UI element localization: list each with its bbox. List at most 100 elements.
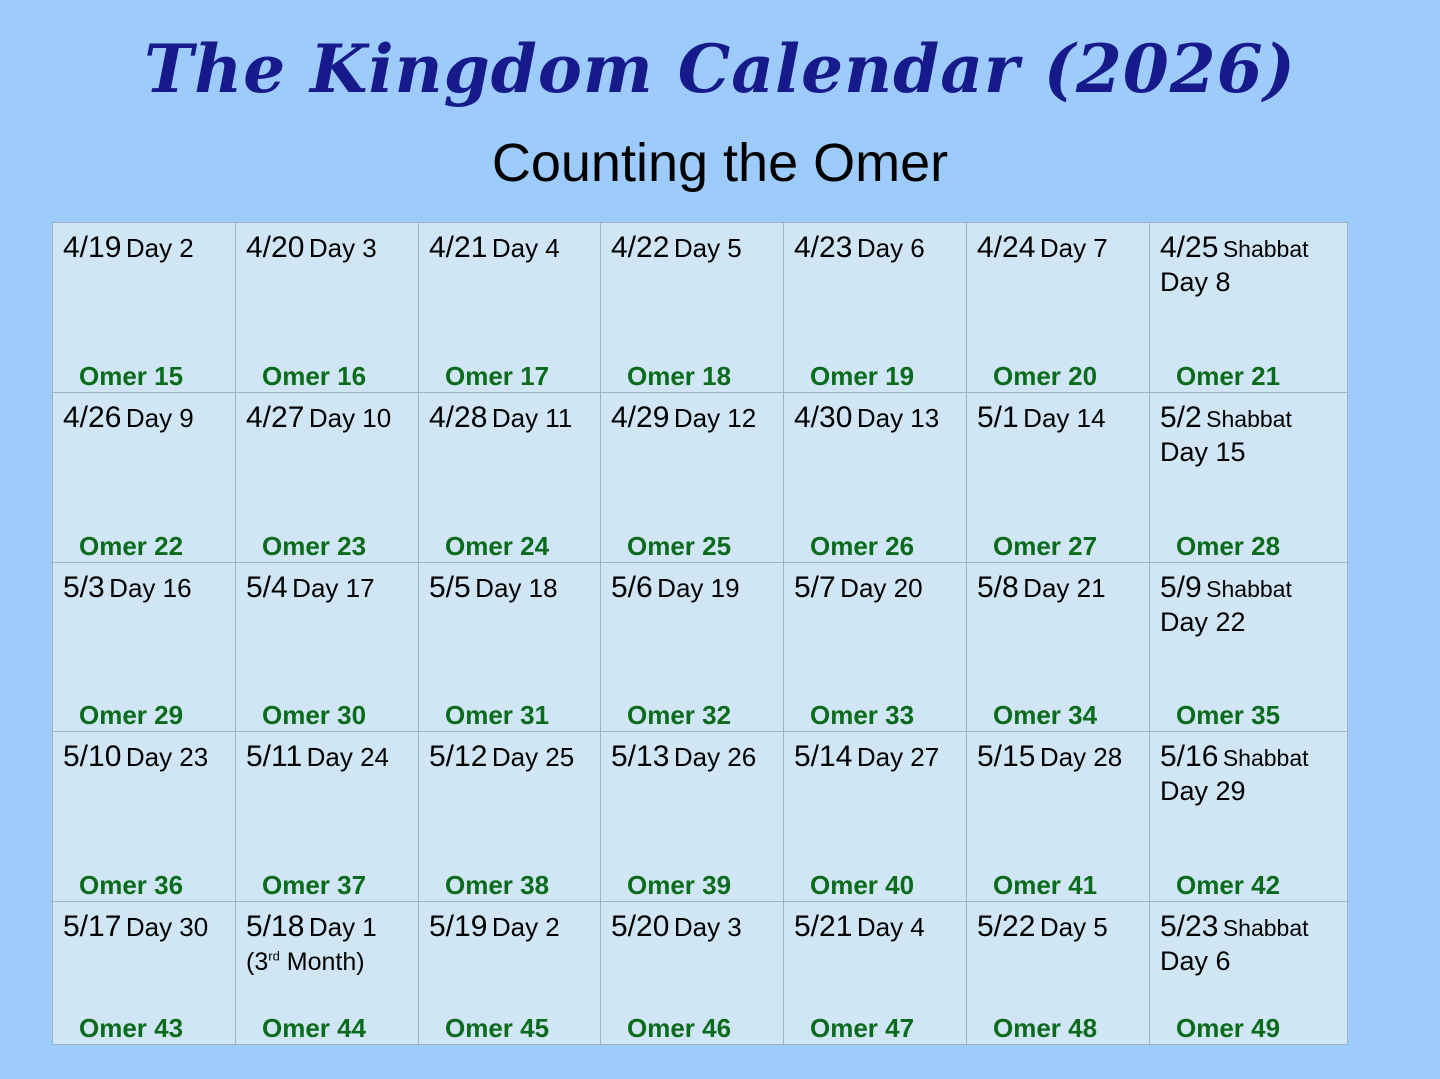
cell-day: Day 10: [308, 403, 392, 433]
cell-date: 5/6: [611, 571, 653, 604]
cell-day: Day 4: [856, 912, 925, 942]
calendar-cell: 5/4 Day 17 Omer 30: [236, 563, 419, 732]
cell-date: 4/21: [429, 231, 488, 264]
calendar-cell: 4/26 Day 9 Omer 22: [53, 393, 236, 563]
cell-date: 4/26: [63, 401, 122, 434]
cell-date: 5/19: [429, 910, 488, 943]
cell-date: 4/20: [246, 231, 305, 264]
cell-day: Day 26: [673, 742, 757, 772]
calendar-cell: 5/12 Day 25 Omer 38: [419, 732, 601, 902]
omer-count: Omer 45: [445, 1013, 550, 1043]
omer-count: Omer 33: [810, 700, 915, 730]
cell-date: 5/8: [977, 571, 1019, 604]
calendar-cell: 5/17 Day 30 Omer 43: [53, 902, 236, 1045]
cell-day: Day 4: [491, 233, 560, 263]
cell-date: 4/30: [794, 401, 853, 434]
cell-date: 4/19: [63, 231, 122, 264]
cell-date: 5/17: [63, 910, 122, 943]
cell-day: Day 16: [109, 573, 192, 603]
cell-date: 5/10: [63, 740, 122, 773]
calendar-cell: 5/23 Shabbat Day 6 Omer 49: [1150, 902, 1348, 1045]
omer-count: Omer 26: [810, 531, 915, 561]
calendar-cell: 5/1 Day 14 Omer 27: [967, 393, 1150, 563]
cell-day: Day 5: [1039, 912, 1108, 942]
omer-count: Omer 20: [993, 361, 1098, 391]
calendar-cell: 5/16 Shabbat Day 29 Omer 42: [1150, 732, 1348, 902]
calendar-cell: 4/30 Day 13 Omer 26: [784, 393, 967, 563]
cell-date: 4/22: [611, 231, 670, 264]
shabbat-label: Shabbat: [1206, 576, 1292, 602]
calendar-cell: 5/22 Day 5 Omer 48: [967, 902, 1150, 1045]
page-subtitle: Counting the Omer: [491, 133, 949, 193]
cell-date: 4/27: [246, 401, 305, 434]
calendar-cell: 4/20 Day 3 Omer 16: [236, 223, 419, 393]
cell-day: Day 24: [306, 742, 390, 772]
shabbat-label: Shabbat: [1222, 745, 1309, 771]
omer-count: Omer 44: [262, 1013, 367, 1043]
cell-date: 5/15: [977, 740, 1036, 773]
cell-day: Day 20: [840, 573, 923, 603]
note-text: Month): [279, 948, 365, 976]
cell-day: Day 12: [673, 403, 757, 433]
calendar-cell: 5/21 Day 4 Omer 47: [784, 902, 967, 1045]
omer-count: Omer 19: [810, 361, 915, 391]
calendar-cell: 5/15 Day 28 Omer 41: [967, 732, 1150, 902]
calendar-cell: 4/19 Day 2 Omer 15: [53, 223, 236, 393]
cell-day: Day 22: [1160, 607, 1246, 637]
omer-count: Omer 34: [993, 700, 1098, 730]
cell-day: Day 23: [125, 742, 209, 772]
omer-count: Omer 16: [262, 361, 367, 391]
calendar-cell: 4/25 Shabbat Day 8 Omer 21: [1150, 223, 1348, 393]
calendar-cell: 5/6 Day 19 Omer 32: [601, 563, 784, 732]
cell-date: 5/18: [246, 910, 305, 943]
cell-day: Day 27: [856, 742, 940, 772]
omer-count: Omer 40: [810, 870, 915, 900]
calendar-cell: 4/22 Day 5 Omer 18: [601, 223, 784, 393]
omer-count: Omer 23: [262, 531, 367, 561]
cell-day: Day 13: [856, 403, 940, 433]
cell-date: 5/11: [246, 740, 303, 773]
cell-date: 5/12: [429, 740, 488, 773]
omer-count: Omer 27: [993, 531, 1098, 561]
calendar-grid: 4/19 Day 2 Omer 15 4/20 Day 3 Omer 16 4/21 D…: [52, 222, 1348, 1045]
omer-count: Omer 38: [445, 870, 550, 900]
omer-count: Omer 42: [1176, 870, 1281, 900]
cell-day: Day 6: [1160, 946, 1231, 976]
cell-date: 5/2: [1160, 401, 1202, 434]
calendar-cell: 5/11 Day 24 Omer 37: [236, 732, 419, 902]
cell-day: Day 3: [308, 233, 377, 263]
cell-date: 5/23: [1160, 910, 1219, 943]
omer-count: Omer 28: [1176, 531, 1281, 561]
calendar-cell: 5/13 Day 26 Omer 39: [601, 732, 784, 902]
cell-day: Day 2: [491, 912, 560, 942]
cell-day: Day 15: [1160, 437, 1246, 467]
omer-count: Omer 35: [1176, 700, 1281, 730]
cell-day: Day 18: [475, 573, 558, 603]
cell-day: Day 11: [491, 403, 573, 433]
calendar-cell: 5/10 Day 23 Omer 36: [53, 732, 236, 902]
omer-count: Omer 46: [627, 1013, 732, 1043]
calendar-cell: 5/8 Day 21 Omer 34: [967, 563, 1150, 732]
cell-date: 5/9: [1160, 571, 1202, 604]
calendar-cell: 5/7 Day 20 Omer 33: [784, 563, 967, 732]
omer-count: Omer 36: [79, 870, 184, 900]
calendar-cell: 5/2 Shabbat Day 15 Omer 28: [1150, 393, 1348, 563]
cell-day: Day 6: [856, 233, 925, 263]
shabbat-label: Shabbat: [1222, 915, 1309, 941]
omer-count: Omer 32: [627, 700, 732, 730]
cell-day: Day 25: [491, 742, 575, 772]
cell-day: Day 17: [292, 573, 375, 603]
cell-date: 5/16: [1160, 740, 1219, 773]
calendar-cell: 5/5 Day 18 Omer 31: [419, 563, 601, 732]
cell-day: Day 19: [657, 573, 740, 603]
calendar-cell: 5/14 Day 27 Omer 40: [784, 732, 967, 902]
cell-date: 5/14: [794, 740, 853, 773]
omer-count: Omer 21: [1176, 361, 1281, 391]
cell-date: 4/29: [611, 401, 670, 434]
calendar-cell: 5/9 Shabbat Day 22 Omer 35: [1150, 563, 1348, 732]
omer-count: Omer 43: [79, 1013, 184, 1043]
cell-day: Day 7: [1039, 233, 1108, 263]
cell-date: 5/13: [611, 740, 670, 773]
omer-count: Omer 29: [79, 700, 184, 730]
cell-date: 4/25: [1160, 231, 1219, 264]
